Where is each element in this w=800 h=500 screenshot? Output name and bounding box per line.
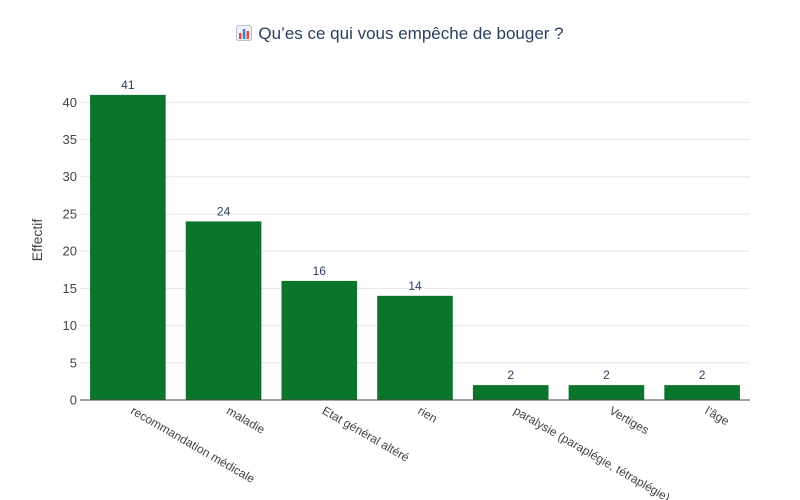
- data-label: 14: [408, 279, 422, 293]
- chart-title-text: Qu’es ce qui vous empêche de bouger ?: [258, 24, 564, 43]
- y-tick-label: 40: [63, 95, 77, 110]
- y-tick-label: 35: [63, 132, 77, 147]
- data-label: 2: [699, 368, 706, 382]
- bar[interactable]: [664, 385, 740, 400]
- x-tick-label: l’âge: [703, 403, 732, 428]
- bar[interactable]: [90, 94, 166, 400]
- data-label: 16: [313, 264, 327, 278]
- data-labels: 41 24 16 14 2 2 2: [121, 78, 706, 382]
- data-label: 2: [507, 368, 514, 382]
- y-tick-labels: 0 5 10 15 20 25 30 35 40: [63, 95, 77, 408]
- y-tick-label: 25: [63, 206, 77, 221]
- data-label: 41: [121, 78, 135, 92]
- bar[interactable]: [472, 385, 549, 400]
- y-tick-label: 30: [63, 169, 77, 184]
- bars: [90, 94, 740, 400]
- bar-chart-icon: [236, 25, 253, 41]
- bar[interactable]: [568, 385, 645, 400]
- y-tick-label: 20: [63, 244, 77, 259]
- chart-title: Qu’es ce qui vous empêche de bouger ?: [0, 24, 800, 44]
- x-tick-label: paralysie (paraplégie, tétraplégie): [511, 403, 672, 500]
- bar[interactable]: [281, 280, 358, 400]
- y-tick-label: 5: [70, 355, 77, 370]
- y-tick-label: 0: [70, 393, 77, 408]
- bar[interactable]: [185, 221, 262, 400]
- y-tick-label: 15: [63, 281, 77, 296]
- y-axis-label: Effectif: [29, 219, 45, 262]
- y-tick-label: 10: [63, 318, 77, 333]
- x-tick-label: rien: [416, 403, 440, 425]
- x-tick-label: Vertiges: [607, 403, 652, 437]
- data-label: 2: [603, 368, 610, 382]
- bar[interactable]: [377, 295, 453, 400]
- x-tick-label: maladie: [224, 403, 268, 436]
- data-label: 24: [217, 204, 231, 218]
- x-tick-label: Etat général altéré: [320, 403, 412, 464]
